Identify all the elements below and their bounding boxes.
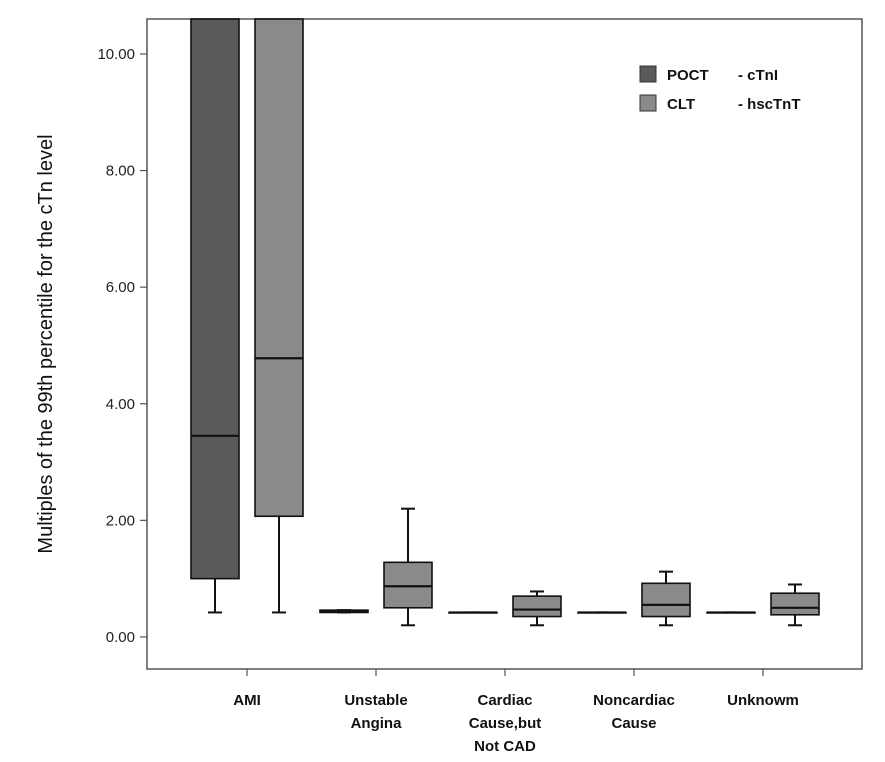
legend-swatch-poct	[639, 65, 657, 83]
y-axis-label: Multiples of the 99th percentile for the…	[35, 134, 57, 553]
legend: POCT - cTnI CLT - hscTnT	[639, 65, 801, 113]
x-category-label: Angina	[351, 715, 402, 732]
legend-label-clt: CLT	[667, 96, 695, 113]
x-axis: AMI Unstable Angina Cardiac Cause,but Not CAD…	[233, 669, 799, 755]
box-body	[512, 595, 562, 618]
x-category-label: Not CAD	[474, 738, 536, 755]
y-tick-label: 8.00	[106, 163, 135, 180]
box-body	[770, 592, 820, 616]
box-clt-4	[641, 570, 691, 627]
legend-swatch-clt	[639, 94, 657, 112]
x-category-label: Cardiac	[477, 692, 532, 709]
box-body	[190, 18, 240, 580]
y-tick-label: 6.00	[106, 279, 135, 296]
y-axis: 0.00 2.00 4.00 6.00 8.00 10.00	[97, 46, 147, 646]
box-body	[641, 582, 691, 618]
x-category-label: Cause,but	[469, 715, 542, 732]
box-poct-4	[577, 611, 627, 614]
x-category-label: Unstable	[344, 692, 407, 709]
box-poct-2	[319, 609, 369, 614]
y-tick-label: 2.00	[106, 512, 135, 529]
box-body	[254, 18, 304, 518]
y-tick-label: 4.00	[106, 396, 135, 413]
box-clt-5	[770, 583, 820, 627]
box-clt-3	[512, 590, 562, 627]
x-category-label: Cause	[611, 715, 656, 732]
x-category-label: AMI	[233, 692, 261, 709]
x-category-label: Unknowm	[727, 692, 799, 709]
box-series	[190, 18, 820, 627]
y-tick-label: 0.00	[106, 629, 135, 646]
y-tick-label: 10.00	[97, 46, 135, 63]
legend-assay-poct: - cTnI	[738, 67, 778, 84]
legend-label-poct: POCT	[667, 67, 709, 84]
box-poct-1	[190, 18, 240, 614]
box-clt-1	[254, 18, 304, 614]
box-poct-3	[448, 611, 498, 614]
x-category-label: Noncardiac	[593, 692, 675, 709]
box-clt-2	[383, 507, 433, 627]
box-poct-5	[706, 611, 756, 614]
legend-assay-clt: - hscTnT	[738, 96, 801, 113]
box-body	[383, 561, 433, 609]
